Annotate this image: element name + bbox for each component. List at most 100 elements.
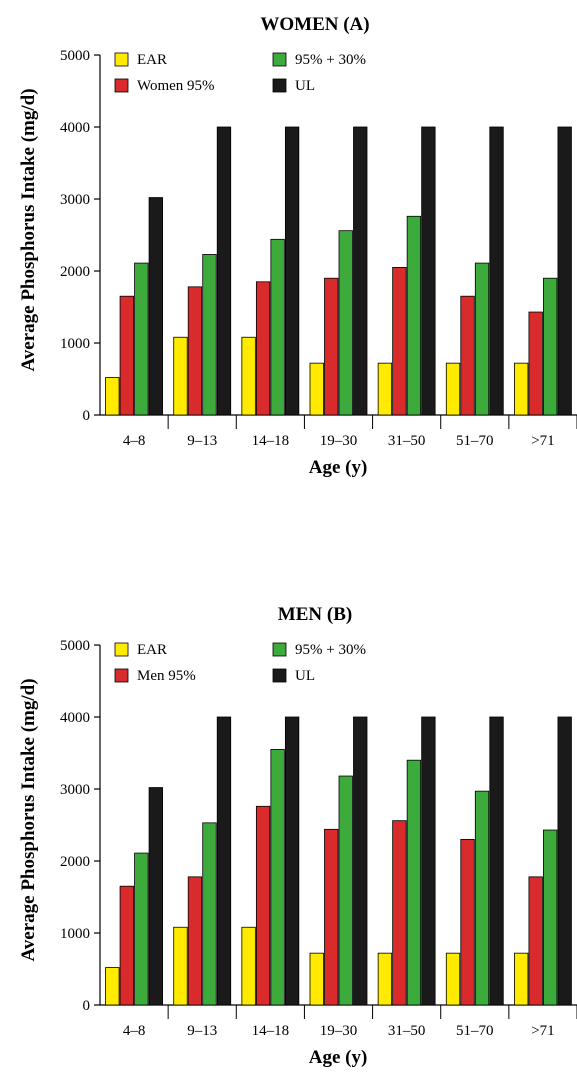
y-tick-label: 1000 bbox=[60, 926, 90, 942]
bar-95-30 bbox=[338, 230, 353, 416]
legend-label: Men 95% bbox=[137, 668, 196, 684]
x-tick-label: 31–50 bbox=[388, 433, 426, 449]
x-tick-label: 19–30 bbox=[320, 433, 358, 449]
legend-label: Women 95% bbox=[137, 78, 215, 94]
y-tick-label: 2000 bbox=[60, 854, 90, 870]
y-axis-label: Average Phosphorus Intake (mg/d) bbox=[18, 88, 39, 371]
bar-women-95 bbox=[324, 277, 339, 416]
bar-ear bbox=[377, 952, 393, 1006]
bar-95-30 bbox=[134, 852, 149, 1006]
bar-ear bbox=[514, 362, 529, 416]
x-tick-label: 51–70 bbox=[456, 433, 494, 449]
bar-ul bbox=[216, 716, 232, 1006]
x-axis-label: Age (y) bbox=[309, 1047, 368, 1068]
bar-ul bbox=[421, 126, 436, 416]
y-tick-label: 0 bbox=[83, 998, 91, 1014]
bar-ul bbox=[557, 716, 572, 1006]
y-axis-label: Average Phosphorus Intake (mg/d) bbox=[18, 678, 39, 961]
bar-ear bbox=[309, 362, 324, 416]
bar-ear bbox=[241, 336, 256, 416]
bar-ear bbox=[105, 377, 120, 416]
bar-ul bbox=[148, 787, 163, 1006]
men-chart-svg: MEN (B) Average Phosphorus Intake (mg/d)… bbox=[18, 604, 577, 1068]
x-tick-label: 14–18 bbox=[252, 1023, 290, 1039]
bar-ul bbox=[148, 197, 163, 416]
bar-95-30 bbox=[406, 759, 422, 1006]
x-tick-label: 9–13 bbox=[187, 1023, 217, 1039]
bar-women-95 bbox=[528, 311, 543, 416]
y-tick-label: 2000 bbox=[60, 264, 90, 280]
bar-ear bbox=[173, 336, 188, 416]
x-tick-label: 4–8 bbox=[123, 433, 146, 449]
bar-95-30 bbox=[474, 262, 490, 416]
bar-ear bbox=[241, 926, 256, 1006]
legend-swatch bbox=[114, 52, 129, 67]
bar-women-95 bbox=[255, 281, 271, 416]
bar-95-30 bbox=[474, 790, 490, 1006]
bar-ear bbox=[445, 952, 461, 1006]
legend-label: EAR bbox=[137, 52, 167, 68]
x-tick-label: 19–30 bbox=[320, 1023, 358, 1039]
y-tick-label: 4000 bbox=[60, 710, 90, 726]
x-tick-label: 14–18 bbox=[252, 433, 290, 449]
chart-title: WOMEN (A) bbox=[260, 14, 369, 35]
x-tick-label: 51–70 bbox=[456, 1023, 494, 1039]
bar-ul bbox=[284, 126, 300, 416]
bar-95-30 bbox=[270, 238, 285, 416]
y-tick-label: 3000 bbox=[60, 782, 90, 798]
y-tick-label: 1000 bbox=[60, 336, 90, 352]
bar-95-30 bbox=[406, 215, 422, 416]
x-tick-label: >71 bbox=[531, 433, 554, 449]
legend-label: UL bbox=[295, 78, 315, 94]
y-tick-label: 0 bbox=[83, 408, 91, 424]
legend-label: EAR bbox=[137, 642, 167, 658]
bar-men-95 bbox=[392, 820, 407, 1006]
legend-swatch bbox=[272, 668, 287, 683]
legend-swatch bbox=[272, 52, 287, 67]
bar-95-30 bbox=[270, 748, 285, 1006]
bar-ul bbox=[216, 126, 232, 416]
chart-men: MEN (B) Average Phosphorus Intake (mg/d)… bbox=[0, 590, 577, 1081]
x-tick-label: 31–50 bbox=[388, 1023, 426, 1039]
bar-men-95 bbox=[528, 876, 543, 1006]
legend-swatch bbox=[272, 642, 287, 657]
x-tick-label: 4–8 bbox=[123, 1023, 146, 1039]
legend-label: UL bbox=[295, 668, 315, 684]
bar-ear bbox=[105, 967, 120, 1006]
bar-ul bbox=[489, 716, 504, 1006]
bar-95-30 bbox=[338, 775, 353, 1006]
bar-95-30 bbox=[202, 822, 217, 1006]
women-chart-svg: WOMEN (A) Average Phosphorus Intake (mg/… bbox=[18, 14, 577, 478]
bar-men-95 bbox=[119, 885, 134, 1006]
y-tick-label: 4000 bbox=[60, 120, 90, 136]
chart-title: MEN (B) bbox=[278, 604, 352, 625]
bar-ul bbox=[421, 716, 436, 1006]
bar-ear bbox=[173, 926, 188, 1006]
y-tick-label: 5000 bbox=[60, 638, 90, 654]
legend-swatch bbox=[114, 668, 129, 683]
bar-ul bbox=[353, 126, 368, 416]
bar-95-30 bbox=[134, 262, 149, 416]
bar-95-30 bbox=[202, 254, 217, 416]
bar-men-95 bbox=[187, 876, 203, 1006]
bar-men-95 bbox=[255, 805, 271, 1006]
y-tick-label: 3000 bbox=[60, 192, 90, 208]
x-tick-label: 9–13 bbox=[187, 433, 217, 449]
bar-95-30 bbox=[543, 277, 558, 416]
legend-swatch bbox=[114, 642, 129, 657]
bar-men-95 bbox=[324, 828, 339, 1006]
bar-women-95 bbox=[187, 286, 203, 416]
x-tick-label: >71 bbox=[531, 1023, 554, 1039]
bar-95-30 bbox=[543, 829, 558, 1006]
bar-women-95 bbox=[460, 295, 475, 416]
bar-ul bbox=[557, 126, 572, 416]
x-axis-label: Age (y) bbox=[309, 457, 368, 478]
bar-ear bbox=[514, 952, 529, 1006]
chart-women: WOMEN (A) Average Phosphorus Intake (mg/… bbox=[0, 0, 577, 520]
legend-swatch bbox=[114, 78, 129, 93]
bar-men-95 bbox=[460, 838, 475, 1006]
bar-ear bbox=[309, 952, 324, 1006]
bar-ul bbox=[284, 716, 300, 1006]
legend-swatch bbox=[272, 78, 287, 93]
bar-ul bbox=[489, 126, 504, 416]
